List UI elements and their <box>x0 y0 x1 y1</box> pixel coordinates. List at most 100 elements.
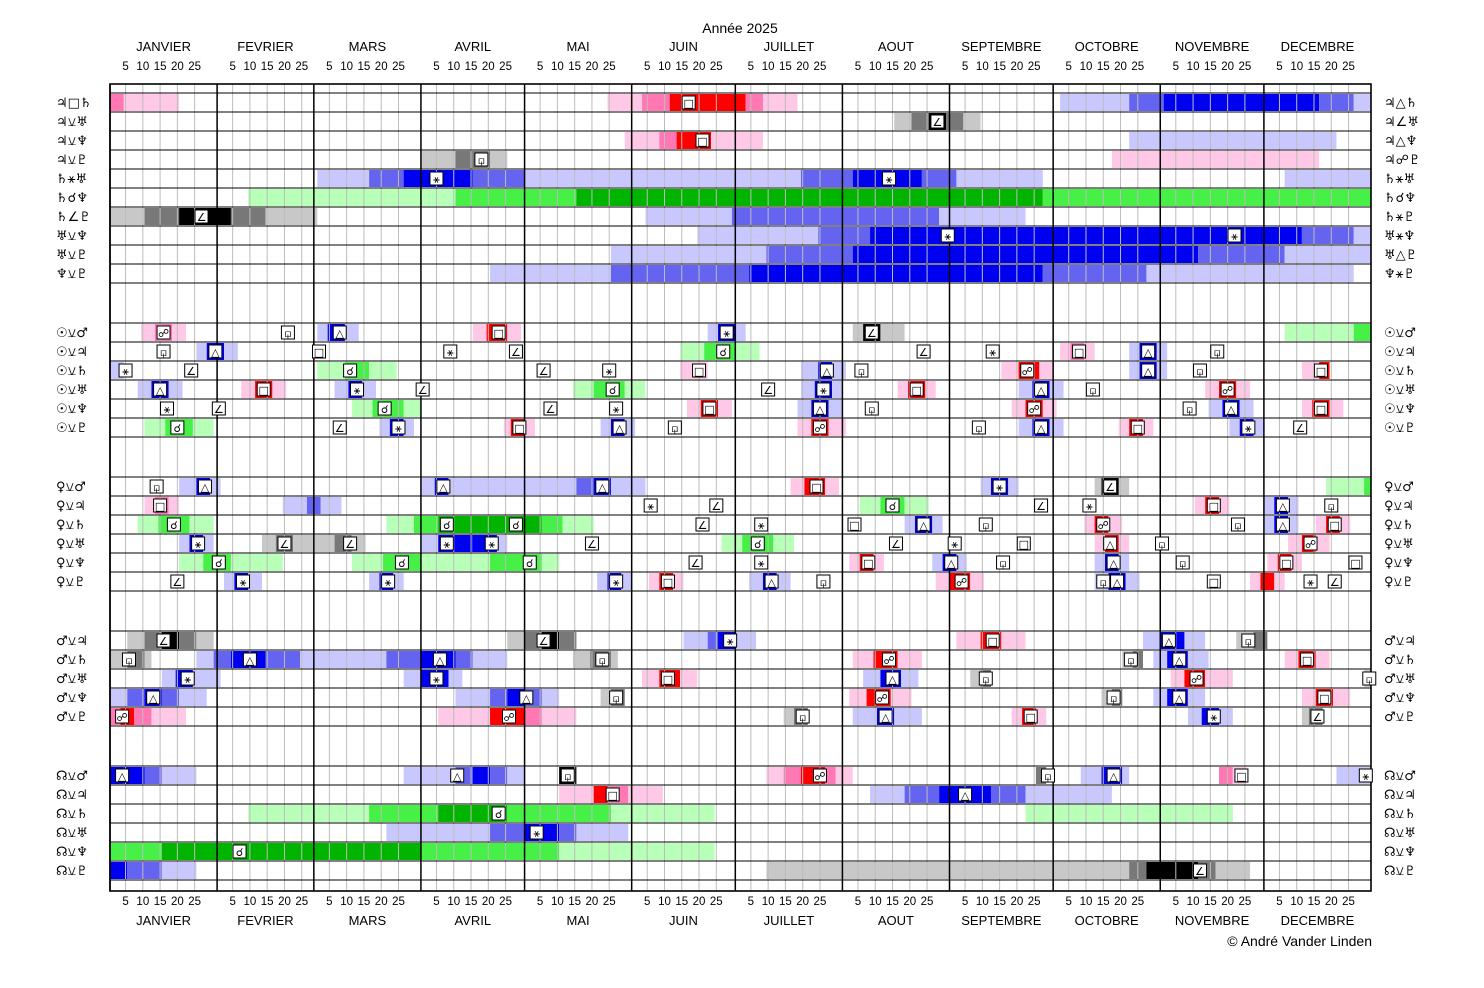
aspect-bar <box>1353 94 1371 111</box>
aspect-bar <box>196 632 214 649</box>
aspect-marker-glyph: □ <box>1316 365 1326 378</box>
aspect-marker-glyph: ⚼ <box>1110 692 1118 705</box>
day-tick-label-bottom: 20 <box>1221 896 1234 908</box>
aspect-bar <box>179 478 197 495</box>
aspect-marker-glyph: △ <box>823 365 832 378</box>
row-label-left: ♂⚺♄ <box>56 653 88 668</box>
aspect-marker-box <box>595 652 610 667</box>
day-tick-label-top: 10 <box>762 61 775 73</box>
aspect-marker-glyph: □ <box>849 519 859 532</box>
aspect-marker-glyph: ⚼ <box>599 654 607 667</box>
aspect-bar <box>172 324 187 341</box>
day-tick-label-bottom: 15 <box>358 896 371 908</box>
aspect-marker-box <box>754 555 769 570</box>
aspect-marker-glyph: □ <box>514 422 524 435</box>
aspect-marker-glyph: ∠ <box>546 403 556 416</box>
aspect-bar <box>110 862 128 879</box>
row-label-right: ♀⚺♇ <box>1384 575 1414 590</box>
aspect-marker-glyph: △ <box>1109 557 1118 570</box>
aspect-marker-glyph: △ <box>201 481 210 494</box>
aspect-bar <box>1001 362 1019 379</box>
aspect-bar <box>248 805 370 822</box>
aspect-marker-glyph: ⚹ <box>354 384 361 397</box>
aspect-bar <box>593 786 608 803</box>
day-tick-label-bottom: 20 <box>903 896 916 908</box>
aspect-marker-box <box>439 517 454 532</box>
aspect-marker-box <box>992 479 1007 494</box>
aspect-marker-glyph: △ <box>1227 403 1236 416</box>
aspect-marker-glyph: □ <box>704 403 714 416</box>
day-tick-label-bottom: 15 <box>675 896 688 908</box>
aspect-bar <box>1194 497 1206 514</box>
aspect-marker-glyph: ∠ <box>159 635 169 648</box>
aspect-marker-glyph: ☍ <box>883 654 894 667</box>
aspect-bar <box>980 478 991 495</box>
aspect-marker-box <box>1106 690 1121 705</box>
aspect-marker-glyph: ⚼ <box>858 365 866 378</box>
aspect-bar <box>797 419 812 436</box>
aspect-bar <box>1218 708 1233 725</box>
day-tick-label-top: 5 <box>1276 61 1282 73</box>
aspect-marker-box <box>719 325 734 340</box>
aspect-bar <box>1018 381 1033 398</box>
day-tick-label-top: 20 <box>586 61 599 73</box>
aspect-marker-glyph: ⚹ <box>723 327 730 340</box>
day-tick-label-top: 10 <box>136 61 149 73</box>
row-label-right: ♂⚺♅ <box>1384 672 1416 687</box>
aspect-marker-glyph: □ <box>1330 519 1340 532</box>
day-tick-label-top: 15 <box>1308 61 1321 73</box>
aspect-marker-glyph: ⚹ <box>989 346 996 359</box>
row-label-right: ♃☍♇ <box>1384 153 1420 168</box>
aspect-marker-box <box>909 382 924 397</box>
aspect-marker-box <box>332 420 347 435</box>
aspect-bars <box>110 94 1371 879</box>
aspect-marker-box <box>198 479 213 494</box>
aspect-marker-box <box>985 633 1000 648</box>
aspect-marker-box <box>1241 633 1256 648</box>
aspect-marker-glyph: △ <box>453 770 462 783</box>
aspect-bar <box>141 324 155 341</box>
aspect-bar <box>956 554 967 571</box>
aspect-bar <box>1215 862 1251 879</box>
aspect-marker-box <box>958 787 973 802</box>
aspect-bar <box>894 708 922 725</box>
aspect-marker-box <box>1130 420 1145 435</box>
aspect-bar <box>1315 516 1327 533</box>
row-label-right: ♆⚹♇ <box>1384 267 1415 282</box>
aspect-bar <box>610 805 715 822</box>
aspect-marker-box <box>1303 536 1318 551</box>
aspect-marker-glyph: ⚼ <box>478 154 486 167</box>
aspect-marker-glyph: ∠ <box>186 365 196 378</box>
day-tick-label-top: 15 <box>1204 61 1217 73</box>
aspect-marker-glyph: ⚹ <box>444 538 451 551</box>
aspect-bar <box>1042 265 1147 282</box>
aspect-marker-glyph: □ <box>663 673 673 686</box>
row-label-right: ♃△♆ <box>1384 134 1417 149</box>
aspect-marker-box <box>971 420 986 435</box>
aspect-bar <box>507 767 525 784</box>
day-tick-label-top: 5 <box>326 61 332 73</box>
aspect-marker-box <box>978 517 993 532</box>
aspect-marker-box <box>1189 671 1204 686</box>
aspect-bar <box>680 670 698 687</box>
day-tick-label-bottom: 10 <box>762 896 775 908</box>
day-tick-label-top: 5 <box>1066 61 1072 73</box>
aspect-bar <box>559 824 577 841</box>
aspect-marker-box <box>1224 401 1239 416</box>
aspect-bar <box>192 419 214 436</box>
day-tick-label-bottom: 10 <box>976 896 989 908</box>
row-label-left: ♀⚺♇ <box>56 575 86 590</box>
day-tick-label-bottom: 20 <box>796 896 809 908</box>
aspect-bar <box>932 516 943 533</box>
aspect-marker-box <box>954 574 969 589</box>
aspect-marker-box <box>882 652 897 667</box>
aspect-marker-box <box>612 420 627 435</box>
aspect-bar <box>241 381 256 398</box>
row-label-right: ☉⚺♃ <box>1384 345 1416 360</box>
aspect-bar <box>610 651 618 668</box>
aspect-bar <box>472 767 491 784</box>
aspect-marker-glyph: □ <box>811 481 821 494</box>
aspect-marker-box <box>1241 420 1256 435</box>
aspect-marker-glyph: ☌ <box>398 557 405 570</box>
aspect-bar <box>832 362 846 379</box>
